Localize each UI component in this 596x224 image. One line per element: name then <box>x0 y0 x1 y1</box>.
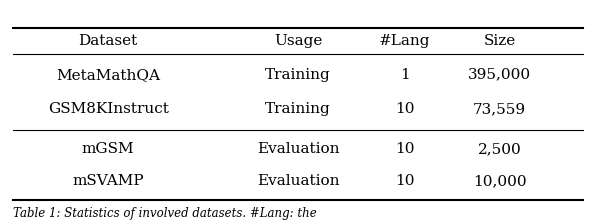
Text: Evaluation: Evaluation <box>257 142 339 156</box>
Text: Size: Size <box>483 34 516 48</box>
Text: 73,559: 73,559 <box>473 102 526 116</box>
Text: mSVAMP: mSVAMP <box>72 174 144 188</box>
Text: Usage: Usage <box>274 34 322 48</box>
Text: 10: 10 <box>395 174 415 188</box>
Text: Training: Training <box>265 102 331 116</box>
Text: Evaluation: Evaluation <box>257 174 339 188</box>
Text: 1: 1 <box>400 68 409 82</box>
Text: 2,500: 2,500 <box>478 142 522 156</box>
Text: 395,000: 395,000 <box>468 68 531 82</box>
Text: Table 1: Statistics of involved datasets. #Lang: the: Table 1: Statistics of involved datasets… <box>13 207 317 220</box>
Text: 10,000: 10,000 <box>473 174 526 188</box>
Text: #Lang: #Lang <box>379 34 430 48</box>
Text: mGSM: mGSM <box>82 142 135 156</box>
Text: GSM8KInstruct: GSM8KInstruct <box>48 102 169 116</box>
Text: Training: Training <box>265 68 331 82</box>
Text: 10: 10 <box>395 142 415 156</box>
Text: Dataset: Dataset <box>79 34 138 48</box>
Text: 10: 10 <box>395 102 415 116</box>
Text: MetaMathQA: MetaMathQA <box>56 68 160 82</box>
